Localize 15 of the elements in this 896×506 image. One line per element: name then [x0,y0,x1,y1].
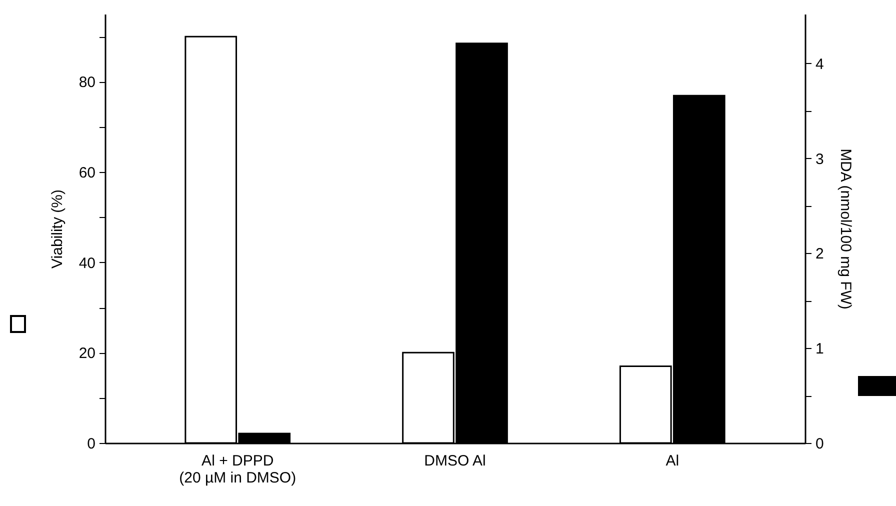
x-tick-label: Al + DPPD (20 µM in DMSO) [179,452,296,486]
y-tick-label: 0 [87,436,96,452]
y-tick-label: 40 [78,254,96,272]
y2-tick-label: 1 [816,340,824,358]
y-tick-label: 80 [78,74,96,92]
y2-tick-label: 3 [816,150,824,168]
y2-tick-label: 2 [816,246,824,263]
y2-tick-label: 4 [816,56,824,73]
y-axis-title: Viability (%) [48,190,66,268]
y2-axis-title: MDA (nmol/100 mg FW) [836,148,854,310]
x-tick-label: Al [666,452,680,470]
y2-tick-label: 0 [816,436,824,452]
y-tick-label: 20 [78,345,96,362]
y-tick-label: 60 [78,164,96,182]
x-tick-label: DMSO Al [424,452,486,470]
